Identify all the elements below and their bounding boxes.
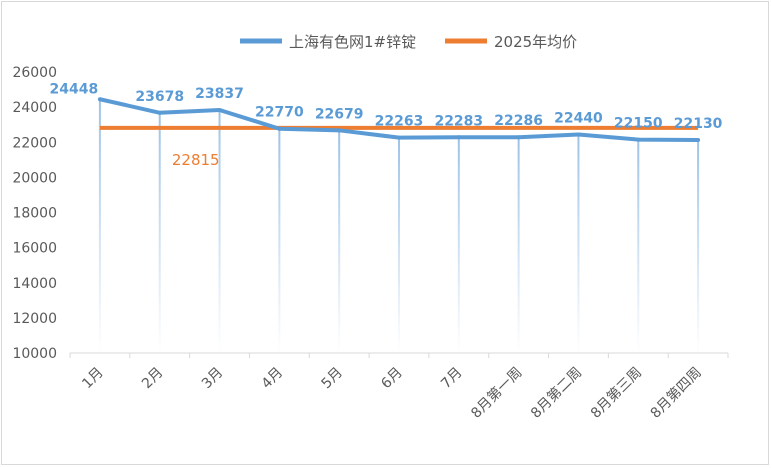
data-point	[157, 110, 162, 115]
y-tick-label: 22000	[12, 135, 57, 151]
data-point	[277, 126, 282, 131]
average-label: 22815	[172, 151, 220, 169]
x-tick-label: 6月	[378, 365, 406, 393]
legend-label-zinc: 上海有色网1#锌锭	[289, 33, 416, 51]
data-label: 22150	[614, 116, 663, 132]
y-tick-label: 12000	[12, 311, 57, 327]
x-tick-label: 8月第二周	[527, 364, 585, 422]
drop-line	[577, 134, 580, 353]
x-tick-label: 4月	[259, 365, 287, 393]
data-point	[456, 135, 461, 140]
data-label: 23837	[195, 86, 244, 102]
y-tick-label: 16000	[12, 241, 57, 257]
y-axis: 10000 12000 14000 16000 18000 20000 22000 24000…	[12, 65, 57, 362]
y-tick-label: 18000	[12, 206, 57, 222]
y-tick-label: 20000	[12, 170, 57, 186]
data-point	[576, 132, 581, 137]
data-point	[516, 135, 521, 140]
data-point	[696, 137, 701, 142]
drop-line	[338, 130, 341, 353]
x-tick-label: 8月第四周	[647, 364, 705, 422]
drop-line	[278, 128, 281, 353]
data-label: 23678	[135, 89, 184, 105]
x-tick-label: 2月	[139, 365, 167, 393]
data-labels: 24448 23678 23837 22770 22679 22263 22283 22286…	[50, 81, 723, 169]
x-tick-label: 3月	[199, 365, 227, 393]
data-point	[337, 128, 342, 133]
drop-line	[218, 109, 221, 353]
drop-lines	[98, 99, 700, 354]
x-tick-label: 5月	[318, 365, 346, 393]
legend-label-average: 2025年均价	[494, 33, 577, 51]
x-axis: 1月 2月 3月 4月 5月 6月 7月 8月第一周 8月第二周 8月第三周 8月第四周	[69, 352, 729, 422]
data-label: 22283	[434, 113, 483, 129]
x-tick-label: 1月	[79, 365, 107, 393]
drop-line	[98, 99, 101, 353]
data-label: 22286	[494, 113, 543, 129]
y-tick-label: 14000	[12, 276, 57, 292]
drop-line	[697, 139, 700, 353]
y-tick-label: 24000	[12, 100, 57, 116]
x-tick-label: 8月第三周	[587, 364, 645, 422]
drop-line	[398, 137, 400, 353]
data-label: 22440	[554, 111, 603, 127]
x-tick-label: 8月第一周	[468, 364, 526, 422]
drop-line	[457, 137, 460, 353]
drop-line	[517, 137, 520, 353]
data-label: 22130	[674, 116, 723, 132]
series-layer	[97, 97, 701, 142]
drop-line	[158, 112, 161, 354]
y-tick-label: 26000	[12, 65, 57, 81]
drop-line	[637, 139, 640, 353]
data-label: 24448	[50, 81, 99, 97]
data-point	[217, 107, 222, 112]
data-point	[636, 137, 641, 142]
data-label: 22263	[375, 114, 424, 130]
x-tick-label: 7月	[438, 365, 466, 393]
data-point	[397, 135, 401, 140]
data-label: 22679	[315, 106, 364, 122]
y-tick-label: 10000	[12, 346, 57, 362]
data-label: 22770	[255, 105, 304, 121]
legend: 上海有色网1#锌锭 2025年均价	[240, 33, 577, 51]
data-point	[97, 97, 102, 102]
